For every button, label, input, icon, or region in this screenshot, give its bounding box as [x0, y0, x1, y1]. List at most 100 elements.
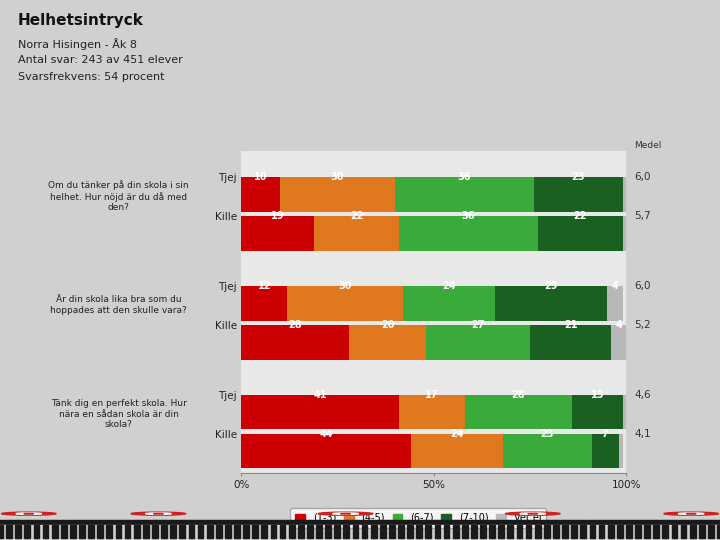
Circle shape [99, 521, 156, 524]
Circle shape [217, 521, 275, 524]
Bar [426, 525, 431, 538]
Text: Svarsfrekvens: 54 procent: Svarsfrekvens: 54 procent [18, 72, 164, 83]
Bar [298, 525, 304, 538]
Text: 6,0: 6,0 [634, 281, 651, 291]
Circle shape [345, 521, 402, 524]
Circle shape [318, 512, 373, 515]
Bar [626, 525, 631, 538]
Bar [134, 525, 140, 538]
Circle shape [153, 521, 211, 524]
Circle shape [564, 521, 621, 524]
Text: Är din skola lika bra som du
hoppades att den skulle vara?: Är din skola lika bra som du hoppades at… [50, 295, 187, 315]
Circle shape [0, 521, 38, 524]
Bar [453, 525, 459, 538]
Bar [241, 395, 399, 429]
Bar [530, 325, 611, 360]
Text: 23: 23 [541, 429, 554, 438]
Circle shape [272, 521, 330, 524]
Circle shape [145, 521, 202, 524]
Text: 24: 24 [450, 429, 464, 438]
Circle shape [354, 521, 412, 524]
Circle shape [536, 521, 594, 524]
Bar [508, 525, 513, 538]
Bar [241, 286, 287, 321]
Bar [592, 434, 618, 469]
Bar [503, 434, 592, 469]
Text: 22: 22 [573, 211, 587, 221]
Bar [189, 525, 194, 538]
Circle shape [673, 521, 720, 524]
Bar [252, 525, 258, 538]
Bar [89, 525, 94, 538]
Circle shape [445, 521, 503, 524]
Circle shape [664, 512, 719, 515]
Circle shape [135, 521, 193, 524]
Circle shape [35, 521, 93, 524]
Bar [471, 525, 477, 538]
Bar [42, 525, 48, 538]
Bar [316, 525, 322, 538]
Bar [216, 525, 222, 538]
Bar [241, 215, 315, 251]
Bar [207, 525, 212, 538]
Bar [389, 525, 395, 538]
Bar [241, 177, 280, 212]
Bar [498, 525, 504, 538]
Bar [623, 177, 626, 212]
Text: 44: 44 [319, 429, 333, 438]
Text: 5,2: 5,2 [634, 320, 651, 329]
Circle shape [235, 521, 293, 524]
Circle shape [145, 513, 171, 515]
Bar [343, 525, 349, 538]
Bar [611, 325, 626, 360]
Text: 7: 7 [602, 429, 608, 438]
Text: 17: 17 [425, 389, 438, 400]
Bar [490, 525, 495, 538]
Bar [287, 286, 403, 321]
Circle shape [409, 521, 467, 524]
Bar [653, 525, 659, 538]
Bar [107, 525, 112, 538]
Bar [526, 525, 531, 538]
Text: 4: 4 [616, 320, 622, 329]
Text: Tänk dig en perfekt skola. Hur
nära en sådan skola är din
skola?: Tänk dig en perfekt skola. Hur nära en s… [51, 399, 186, 429]
Circle shape [190, 521, 248, 524]
Circle shape [327, 521, 384, 524]
Bar [544, 525, 549, 538]
Circle shape [582, 521, 639, 524]
Text: 13: 13 [591, 389, 604, 400]
Bar [34, 525, 40, 538]
Bar [590, 525, 595, 538]
Text: 24: 24 [443, 281, 456, 291]
Circle shape [26, 521, 84, 524]
Circle shape [600, 521, 657, 524]
Text: 20: 20 [381, 320, 395, 329]
Bar [361, 525, 367, 538]
Text: 4,6: 4,6 [634, 389, 651, 400]
Circle shape [0, 521, 47, 524]
Bar [635, 525, 641, 538]
Text: 41: 41 [313, 389, 327, 400]
Circle shape [636, 521, 694, 524]
Circle shape [263, 521, 320, 524]
Circle shape [505, 512, 560, 515]
Text: 10: 10 [253, 172, 267, 182]
Circle shape [682, 521, 720, 524]
Bar [15, 525, 21, 538]
Circle shape [691, 521, 720, 524]
Circle shape [454, 521, 512, 524]
Bar [197, 525, 203, 538]
Circle shape [53, 521, 111, 524]
Bar [618, 434, 623, 469]
Bar [444, 525, 449, 538]
Bar [662, 525, 668, 538]
Text: Om du tänker på din skola i sin
helhet. Hur nöjd är du då med
den?: Om du tänker på din skola i sin helhet. … [48, 180, 189, 212]
Circle shape [81, 521, 138, 524]
Bar [280, 177, 395, 212]
Bar [607, 286, 623, 321]
Bar [97, 525, 103, 538]
Circle shape [436, 521, 494, 524]
Text: 30: 30 [338, 281, 352, 291]
Bar [0, 525, 3, 538]
Bar [462, 525, 468, 538]
